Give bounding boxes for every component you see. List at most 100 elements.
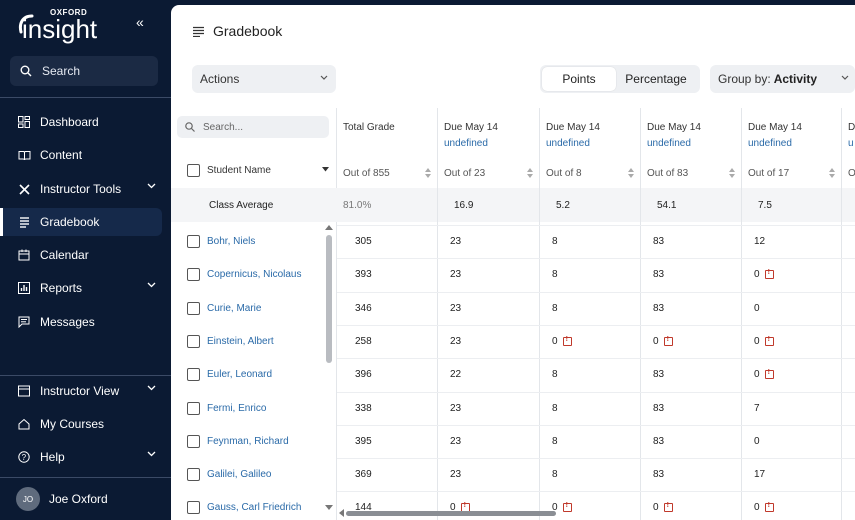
collapse-sidebar-button[interactable]: «: [136, 14, 144, 30]
grade-cell[interactable]: 23: [450, 335, 462, 347]
nav-gradebook[interactable]: Gradebook: [0, 208, 162, 236]
grade-cell[interactable]: 12: [754, 236, 766, 247]
column-subtitle-link[interactable]: u: [848, 138, 854, 149]
scroll-down-icon[interactable]: [325, 505, 333, 511]
grade-cell[interactable]: 396: [355, 369, 372, 381]
column-subtitle-link[interactable]: undefined: [444, 138, 488, 149]
student-name-link[interactable]: Copernicus, Nicolaus: [207, 269, 302, 281]
scroll-up-icon[interactable]: [325, 225, 333, 231]
grade-cell[interactable]: 393: [355, 269, 372, 281]
grade-cell[interactable]: 23: [450, 236, 462, 247]
sort-icon[interactable]: [628, 168, 634, 178]
group-by-dropdown[interactable]: Group by: Activity: [710, 65, 855, 93]
nav-messages[interactable]: Messages: [0, 308, 162, 336]
column-header[interactable]: Due May 14 undefined: [748, 120, 802, 152]
student-checkbox[interactable]: [187, 468, 200, 482]
nav-instructor-view[interactable]: Instructor View: [0, 377, 162, 405]
grade-cell[interactable]: 395: [355, 435, 372, 447]
nav-reports[interactable]: Reports: [0, 274, 162, 302]
student-name-link[interactable]: Einstein, Albert: [207, 335, 274, 347]
grade-cell[interactable]: 83: [653, 269, 665, 281]
grade-cell[interactable]: 369: [355, 469, 372, 481]
student-name-link[interactable]: Feynman, Richard: [207, 435, 289, 447]
column-header[interactable]: Due May 14 undefined: [444, 120, 498, 152]
nav-dashboard[interactable]: Dashboard: [0, 108, 162, 136]
grade-cell[interactable]: 23: [450, 469, 462, 481]
grade-cell[interactable]: 8: [552, 302, 558, 314]
user-profile[interactable]: JO Joe Oxford: [16, 487, 108, 511]
scroll-left-icon[interactable]: [339, 509, 345, 517]
student-checkbox[interactable]: [187, 434, 200, 448]
grade-cell[interactable]: 8: [552, 269, 558, 281]
grade-cell[interactable]: 8: [552, 435, 558, 447]
grade-cell[interactable]: 23: [450, 402, 462, 414]
percentage-toggle[interactable]: Percentage: [625, 72, 687, 86]
student-checkbox[interactable]: [187, 334, 200, 348]
grade-cell[interactable]: 305: [355, 236, 372, 247]
oxford-insight-logo[interactable]: OXFORD insight: [18, 8, 118, 44]
grade-cell[interactable]: 23: [450, 269, 462, 281]
grade-cell[interactable]: 23: [450, 435, 462, 447]
grade-cell[interactable]: 0: [552, 491, 572, 520]
column-header[interactable]: Due May 14 undefined: [647, 120, 701, 152]
student-name-header[interactable]: Student Name: [187, 164, 329, 177]
grade-cell[interactable]: 23: [450, 302, 462, 314]
student-checkbox[interactable]: [187, 301, 200, 315]
student-name-link[interactable]: Fermi, Enrico: [207, 402, 267, 414]
grade-cell[interactable]: 346: [355, 302, 372, 314]
student-name-link[interactable]: Gauss, Carl Friedrich: [207, 502, 302, 514]
grade-cell[interactable]: 0: [754, 258, 774, 291]
student-search-input[interactable]: Search...: [177, 116, 329, 138]
grade-cell[interactable]: 338: [355, 402, 372, 414]
sort-icon[interactable]: [425, 168, 431, 178]
grade-cell[interactable]: 8: [552, 469, 558, 481]
grade-cell[interactable]: 8: [552, 236, 558, 247]
grade-cell[interactable]: 144: [355, 502, 372, 514]
column-header[interactable]: Total Grade: [343, 120, 395, 136]
grade-cell[interactable]: 83: [653, 435, 665, 447]
sort-desc-icon[interactable]: [322, 167, 329, 172]
sort-icon[interactable]: [527, 168, 533, 178]
grade-cell[interactable]: 22: [450, 369, 462, 381]
sort-icon[interactable]: [829, 168, 835, 178]
grade-cell[interactable]: 0: [754, 302, 760, 314]
grade-cell[interactable]: 8: [552, 402, 558, 414]
grade-cell[interactable]: 8: [552, 369, 558, 381]
student-name-link[interactable]: Bohr, Niels: [207, 236, 256, 247]
student-name-link[interactable]: Galilei, Galileo: [207, 469, 272, 481]
grade-cell[interactable]: 83: [653, 402, 665, 414]
actions-dropdown[interactable]: Actions: [192, 65, 336, 93]
grade-cell[interactable]: 17: [754, 469, 766, 481]
grade-cell[interactable]: 0: [754, 491, 774, 520]
grade-cell[interactable]: 0: [653, 491, 673, 520]
horizontal-scrollbar[interactable]: [346, 511, 556, 516]
student-checkbox[interactable]: [187, 368, 200, 382]
grade-cell[interactable]: 0: [653, 325, 673, 358]
nav-instructor-tools[interactable]: Instructor Tools: [0, 175, 162, 203]
sidebar-search[interactable]: Search: [10, 56, 158, 86]
grade-cell[interactable]: 0: [754, 435, 760, 447]
nav-help[interactable]: ? Help: [0, 443, 162, 471]
vertical-scrollbar[interactable]: [325, 225, 333, 515]
student-name-link[interactable]: Curie, Marie: [207, 302, 262, 314]
grade-cell[interactable]: 0: [552, 325, 572, 358]
column-header[interactable]: Due May 14 undefined: [546, 120, 600, 152]
nav-content[interactable]: Content: [0, 141, 162, 169]
student-checkbox[interactable]: [187, 501, 200, 515]
sort-icon[interactable]: [729, 168, 735, 178]
student-checkbox[interactable]: [187, 268, 200, 282]
points-toggle[interactable]: Points: [542, 67, 616, 91]
student-checkbox[interactable]: [187, 235, 200, 248]
grade-cell[interactable]: 7: [754, 402, 760, 414]
student-name-link[interactable]: Euler, Leonard: [207, 369, 273, 381]
grade-cell[interactable]: 83: [653, 236, 665, 247]
scrollbar-thumb[interactable]: [326, 235, 332, 363]
grade-cell[interactable]: 0: [754, 358, 774, 391]
grade-cell[interactable]: 83: [653, 302, 665, 314]
column-subtitle-link[interactable]: undefined: [748, 138, 792, 149]
nav-calendar[interactable]: Calendar: [0, 241, 162, 269]
grade-cell[interactable]: 83: [653, 369, 665, 381]
column-subtitle-link[interactable]: undefined: [546, 138, 590, 149]
grade-cell[interactable]: 0: [754, 325, 774, 358]
